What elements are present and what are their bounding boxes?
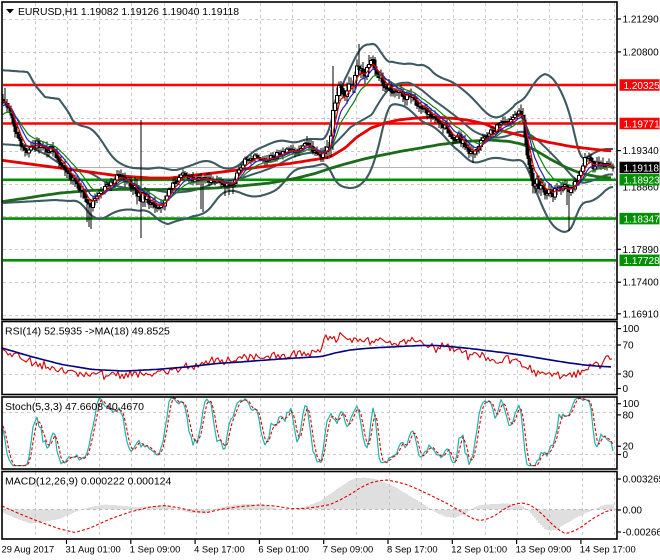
svg-text:100: 100	[623, 324, 640, 335]
svg-text:1.18923: 1.18923	[624, 176, 660, 187]
svg-text:30: 30	[623, 370, 635, 381]
svg-text:1 Sep 09:00: 1 Sep 09:00	[130, 544, 181, 555]
svg-text:1.20800: 1.20800	[623, 47, 660, 58]
svg-text:8 Sep 17:00: 8 Sep 17:00	[387, 544, 438, 555]
svg-text:1.20325: 1.20325	[624, 81, 660, 92]
svg-text:MACD(12,26,9) 0.000222 0.00012: MACD(12,26,9) 0.000222 0.000124	[5, 476, 172, 488]
svg-text:Stoch(5,3,3) 47.6608 40.4670: Stoch(5,3,3) 47.6608 40.4670	[5, 401, 144, 413]
svg-text:-0.002667: -0.002667	[623, 528, 660, 539]
svg-text:0: 0	[623, 384, 629, 395]
svg-text:0: 0	[623, 450, 629, 461]
svg-text:1.18347: 1.18347	[624, 214, 660, 225]
svg-text:13 Sep 09:00: 13 Sep 09:00	[516, 544, 572, 555]
svg-text:7 Sep 09:00: 7 Sep 09:00	[323, 544, 374, 555]
svg-text:1.19118: 1.19118	[624, 163, 660, 174]
svg-text:EURUSD,H1 1.19082 1.19126 1.1: EURUSD,H1 1.19082 1.19126 1.19040 1.1911…	[18, 7, 239, 18]
svg-text:70: 70	[623, 341, 635, 352]
svg-text:14 Sep 17:00: 14 Sep 17:00	[580, 544, 636, 555]
svg-text:1.17400: 1.17400	[623, 278, 660, 289]
svg-text:0.00: 0.00	[623, 506, 643, 517]
svg-text:100: 100	[623, 399, 640, 410]
svg-text:4 Sep 17:00: 4 Sep 17:00	[194, 544, 245, 555]
svg-text:12 Sep 01:00: 12 Sep 01:00	[451, 544, 507, 555]
svg-text:1.17890: 1.17890	[623, 245, 660, 256]
svg-text:20: 20	[623, 442, 635, 453]
svg-text:1.21290: 1.21290	[623, 15, 660, 26]
svg-text:80: 80	[623, 410, 635, 421]
svg-text:29 Aug 2017: 29 Aug 2017	[2, 544, 55, 555]
svg-text:0.003265: 0.003265	[623, 475, 660, 486]
svg-text:1.19340: 1.19340	[623, 146, 660, 157]
svg-text:1.16910: 1.16910	[623, 309, 660, 320]
svg-text:6 Sep 01:00: 6 Sep 01:00	[258, 544, 309, 555]
svg-text:31 Aug 01:00: 31 Aug 01:00	[66, 544, 121, 555]
svg-text:RSI(14) 52.5935 ->MA(18) 49.8: RSI(14) 52.5935 ->MA(18) 49.8525	[5, 326, 170, 338]
svg-text:1.18860: 1.18860	[623, 183, 660, 194]
svg-text:1.17728: 1.17728	[624, 256, 660, 267]
svg-text:1.19771: 1.19771	[624, 119, 660, 130]
